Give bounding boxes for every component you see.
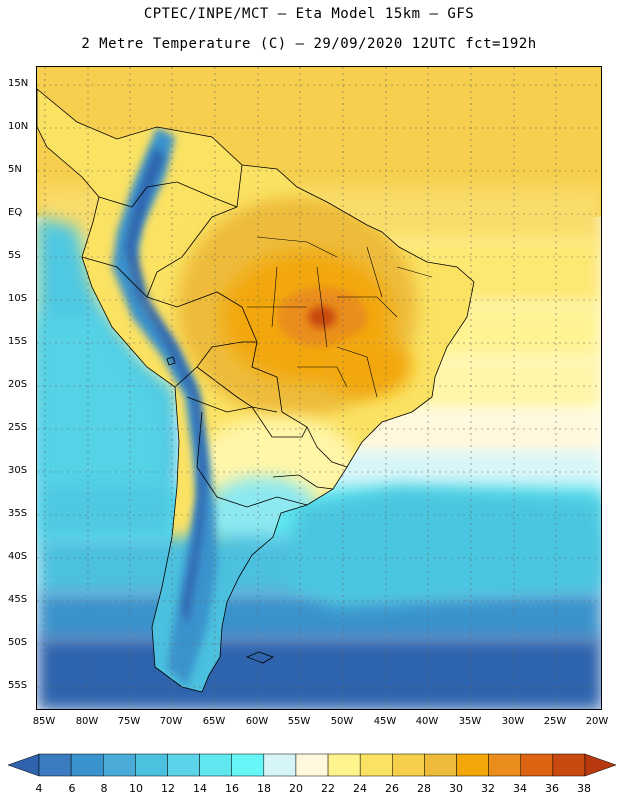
- legend-cell: [584, 753, 616, 777]
- falklands: [245, 651, 274, 664]
- hottest-core: [308, 306, 336, 328]
- legend-cell: [456, 753, 489, 777]
- lon-label: 50W: [330, 716, 354, 727]
- lat-label: 10N: [8, 121, 29, 132]
- legend-label: 36: [545, 782, 559, 795]
- lon-label: 40W: [415, 716, 439, 727]
- lat-label: 55S: [8, 680, 28, 691]
- lon-label: 65W: [202, 716, 226, 727]
- color-legend: [8, 753, 616, 777]
- legend-cell: [488, 753, 522, 777]
- legend-cell: [359, 753, 393, 777]
- subtropical-ocean: [287, 487, 601, 607]
- lat-label: 35S: [8, 508, 28, 519]
- legend-cell: [231, 753, 265, 777]
- border-bolivia: [174, 341, 278, 413]
- map-title-line-1: CPTEC/INPE/MCT – Eta Model 15km – GFS: [143, 6, 475, 22]
- andes-peaks: [125, 147, 207, 627]
- legend-label: 14: [193, 782, 207, 795]
- lon-label: 35W: [458, 716, 482, 727]
- legend-label: 34: [513, 782, 527, 795]
- lon-label: 55W: [287, 716, 311, 727]
- lon-label: 25W: [543, 716, 567, 727]
- lat-label: 25S: [8, 422, 28, 433]
- border-uruguay: [272, 474, 334, 490]
- coastline: [37, 88, 475, 693]
- lon-label: 80W: [75, 716, 99, 727]
- lat-label: 5S: [8, 250, 21, 261]
- border-brazil: [146, 164, 348, 468]
- legend-cell: [102, 753, 136, 777]
- legend-label: 12: [161, 782, 175, 795]
- legend-cell: [392, 753, 425, 777]
- lake-titicaca: [166, 356, 176, 366]
- lon-label: 30W: [501, 716, 525, 727]
- border-peru: [81, 256, 148, 298]
- legend-cell: [70, 753, 104, 777]
- lat-label: 15S: [8, 336, 28, 347]
- lon-label: 75W: [117, 716, 141, 727]
- legend-cell: [552, 753, 586, 777]
- lat-label: 20S: [8, 379, 28, 390]
- legend-label: 16: [225, 782, 239, 795]
- ocean-band: [37, 592, 601, 642]
- legend-label: 38: [577, 782, 591, 795]
- lat-label: 40S: [8, 551, 28, 562]
- legend-label: 26: [385, 782, 399, 795]
- legend-label: 24: [353, 782, 367, 795]
- lat-label: EQ: [8, 207, 23, 218]
- andes-cold-ridge: [112, 127, 217, 687]
- legend-label: 30: [449, 782, 463, 795]
- legend-label: 18: [257, 782, 271, 795]
- map-title-line-2: 2 Metre Temperature (C) – 29/09/2020 12U…: [81, 36, 537, 52]
- legend-label: 32: [481, 782, 495, 795]
- lon-label: 60W: [245, 716, 269, 727]
- border-paraguay: [251, 406, 308, 438]
- legend-cell: [135, 753, 168, 777]
- legend-cell: [424, 753, 457, 777]
- legend-cell: [167, 753, 200, 777]
- lat-label: 50S: [8, 637, 28, 648]
- legend-cell: [38, 753, 72, 777]
- lat-label: 10S: [8, 293, 28, 304]
- legend-cell: [263, 753, 297, 777]
- legend-cell: [295, 753, 329, 777]
- lon-label: 85W: [32, 716, 56, 727]
- lon-label: 45W: [373, 716, 397, 727]
- legend-label: 4: [35, 782, 43, 795]
- pacific-colder-water: [37, 317, 165, 487]
- legend-label: 6: [68, 782, 76, 795]
- legend-label: 28: [417, 782, 431, 795]
- ocean-band: [37, 637, 601, 709]
- lat-label: 5N: [8, 164, 22, 175]
- border-argentina: [186, 396, 308, 508]
- legend-cell: [327, 753, 361, 777]
- lat-label: 30S: [8, 465, 28, 476]
- lon-label: 20W: [585, 716, 609, 727]
- legend-label: 10: [129, 782, 143, 795]
- temperature-map: [36, 66, 602, 710]
- legend-cell: [199, 753, 232, 777]
- lat-label: 15N: [8, 78, 29, 89]
- border-andean: [98, 181, 238, 208]
- legend-label: 20: [289, 782, 303, 795]
- lon-label: 70W: [159, 716, 183, 727]
- border-states: [247, 236, 433, 398]
- legend-cell: [520, 753, 554, 777]
- legend-label: 22: [321, 782, 335, 795]
- legend-cell: [8, 753, 40, 777]
- legend-label: 8: [100, 782, 108, 795]
- lat-label: 45S: [8, 594, 28, 605]
